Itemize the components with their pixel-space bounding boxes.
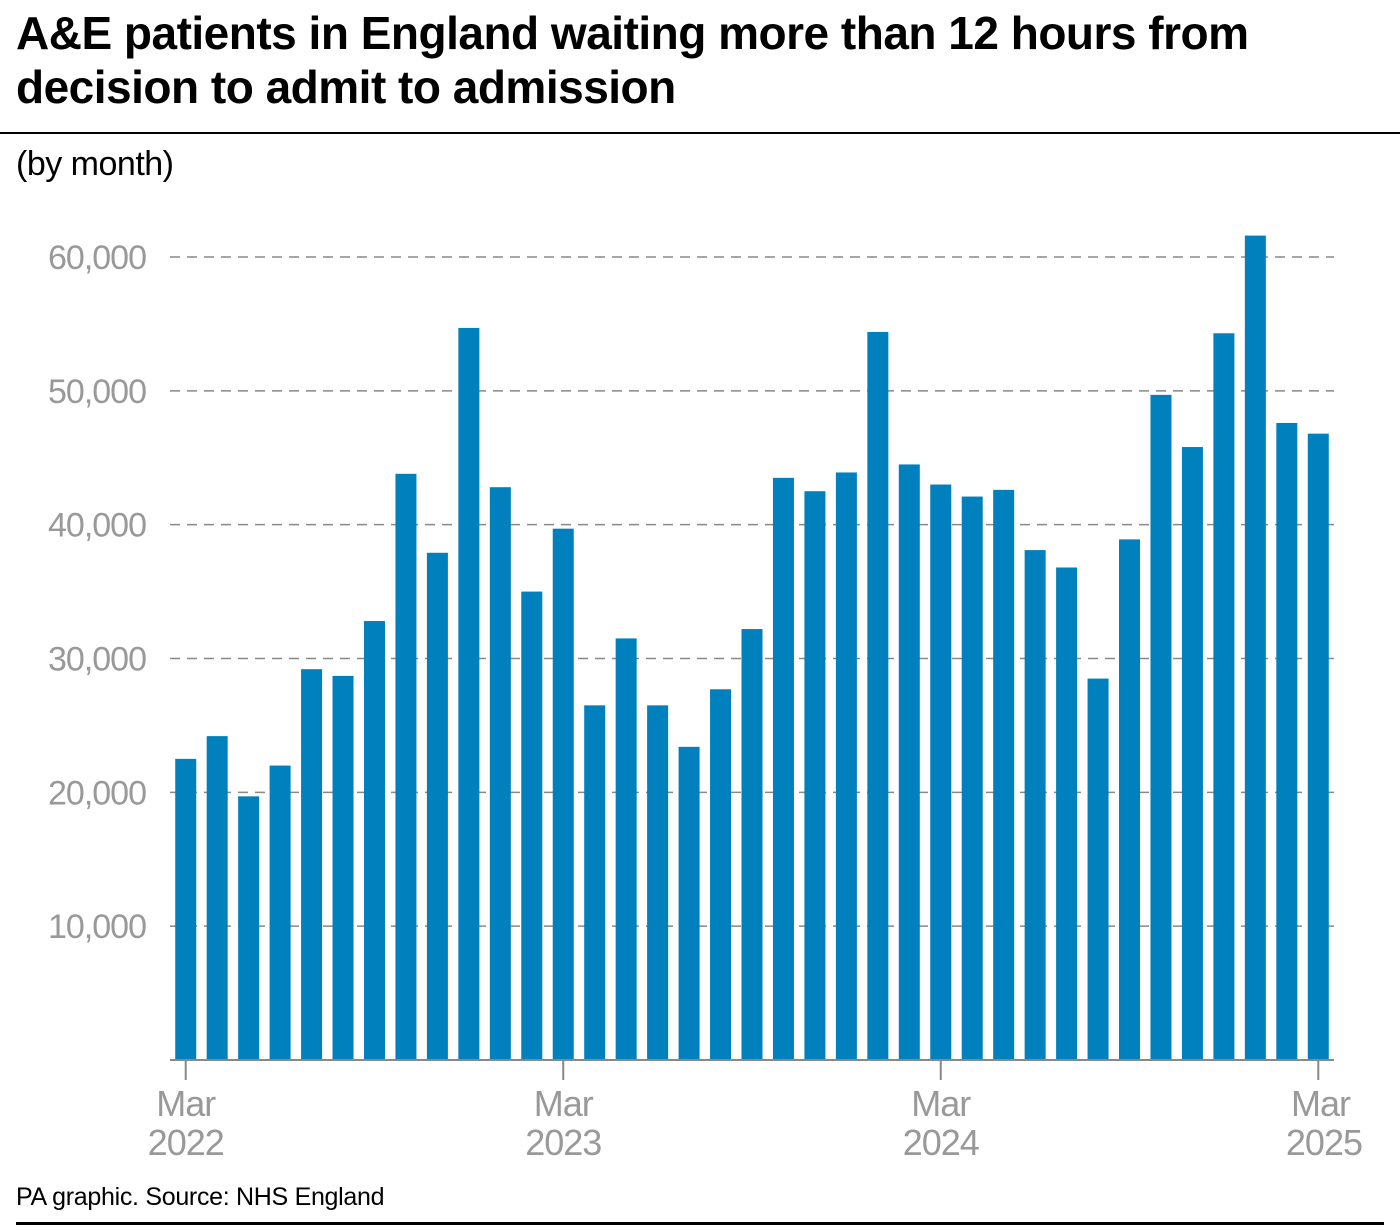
y-tick-label: 20,000: [48, 774, 146, 812]
x-tick-label-year: 2023: [525, 1122, 601, 1163]
bar: [678, 746, 700, 1060]
y-tick-label: 60,000: [48, 239, 146, 277]
chart-title: A&E patients in England waiting more tha…: [16, 7, 1249, 113]
y-axis-ticks: 10,000 20,000 30,000 40,000 50,000 60,000: [48, 239, 147, 946]
bar: [1307, 433, 1329, 1060]
source-credit: PA graphic. Source: NHS England: [16, 1183, 385, 1211]
bar: [521, 591, 543, 1060]
y-tick-label: 10,000: [48, 908, 146, 946]
x-tick-label-month: Mar: [1291, 1083, 1351, 1124]
bar: [1119, 539, 1141, 1060]
bar: [1150, 394, 1172, 1060]
bar: [1213, 333, 1235, 1060]
bars: [175, 235, 1329, 1061]
bar: [930, 484, 952, 1060]
x-tick-label-year: 2022: [148, 1122, 224, 1163]
y-tick-label: 30,000: [48, 641, 146, 679]
x-tick-label-month: Mar: [156, 1083, 216, 1124]
bar: [395, 473, 417, 1060]
bar: [647, 705, 669, 1060]
x-tick-label-year: 2024: [903, 1122, 979, 1163]
bar: [175, 758, 197, 1060]
bar: [301, 669, 323, 1060]
bar: [1244, 235, 1266, 1060]
x-tick-label-year: 2025: [1286, 1122, 1362, 1163]
bar: [1181, 447, 1203, 1060]
bar: [772, 477, 794, 1060]
bar: [710, 689, 732, 1060]
bar-chart: 10,000 20,000 30,000 40,000 50,000 60,000 Mar…: [48, 235, 1363, 1163]
bar: [426, 552, 448, 1060]
bar: [898, 464, 920, 1061]
bar: [269, 765, 291, 1060]
bar: [961, 496, 983, 1061]
bar: [552, 528, 574, 1060]
chart-subtitle: (by month): [16, 145, 174, 183]
bar: [206, 736, 228, 1060]
bar: [332, 675, 354, 1060]
title-rule: [0, 132, 1400, 134]
bar: [489, 487, 511, 1060]
bar: [804, 491, 826, 1060]
bar: [835, 472, 857, 1060]
bar: [993, 489, 1015, 1060]
bar: [615, 638, 637, 1060]
bar: [1087, 678, 1109, 1060]
bar: [584, 705, 606, 1060]
bar: [1056, 567, 1078, 1060]
x-tick-label-month: Mar: [911, 1083, 971, 1124]
bar: [1024, 550, 1046, 1060]
bar: [741, 629, 763, 1060]
bar: [867, 331, 889, 1060]
bar: [363, 621, 385, 1060]
x-tick-label-month: Mar: [534, 1083, 594, 1124]
y-tick-label: 50,000: [48, 373, 146, 411]
bar: [1276, 422, 1298, 1060]
bar: [458, 327, 480, 1061]
bottom-rule: [16, 1222, 1384, 1225]
bar: [238, 796, 260, 1060]
y-tick-label: 40,000: [48, 507, 146, 545]
